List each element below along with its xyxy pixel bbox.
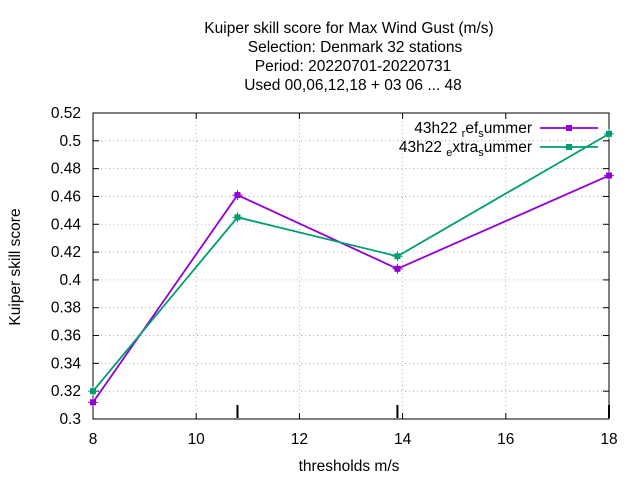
- y-tick-labels: 0.3 0.32 0.34 0.36 0.38 0.4 0.42 0.44 0.46 0.48 0.…: [51, 105, 82, 428]
- legend: 43h22 refsummer 43h22 extrasummer: [399, 120, 598, 159]
- title-line-2: Selection: Denmark 32 stations: [248, 39, 463, 56]
- legend-keys: [540, 125, 598, 150]
- series-line-1: [92, 133, 610, 392]
- legend-marker-0: [566, 125, 572, 131]
- title-line-1: Kuiper skill score for Max Wind Gust (m/…: [204, 20, 493, 37]
- legend-marker-1: [566, 144, 572, 150]
- y-tick-label: 0.4: [59, 272, 81, 289]
- axis-ticks: [92, 112, 610, 420]
- y-tick-label: 0.44: [51, 216, 82, 233]
- y-tick-label: 0.5: [59, 133, 81, 150]
- x-tick-label: 10: [188, 431, 206, 448]
- x-tick-labels: 8 10 12 14 16 18: [89, 431, 618, 448]
- y-tick-label: 0.48: [51, 161, 81, 178]
- title-line-3: Period: 20220701-20220731: [255, 58, 452, 75]
- grid: [93, 113, 609, 419]
- y-tick-label: 0.46: [51, 188, 81, 205]
- series-layer: [88, 128, 614, 408]
- chart-title: Kuiper skill score for Max Wind Gust (m/…: [204, 20, 493, 94]
- y-tick-label: 0.32: [51, 383, 81, 400]
- y-tick-label: 0.3: [59, 411, 81, 428]
- y-tick-label: 0.52: [51, 105, 81, 122]
- title-line-4: Used 00,06,12,18 + 03 06 ... 48: [244, 77, 462, 94]
- x-axis-label: thresholds m/s: [299, 458, 400, 475]
- series-line-0: [92, 174, 610, 403]
- threshold-markers: [236, 405, 610, 418]
- y-tick-label: 0.42: [51, 244, 81, 261]
- x-tick-label: 18: [600, 431, 617, 448]
- y-tick-label: 0.36: [51, 328, 81, 345]
- plot-frame: [92, 112, 610, 420]
- x-tick-label: 16: [497, 431, 514, 448]
- y-axis-label: Kuiper skill score: [7, 208, 24, 325]
- legend-label-ref: 43h22 refsummer: [414, 120, 532, 140]
- legend-label-extra: 43h22 extrasummer: [399, 139, 532, 159]
- y-tick-label: 0.34: [51, 355, 82, 372]
- y-tick-label: 0.38: [51, 300, 81, 317]
- x-tick-label: 8: [89, 431, 98, 448]
- x-tick-label: 14: [394, 431, 412, 448]
- x-tick-label: 12: [291, 431, 308, 448]
